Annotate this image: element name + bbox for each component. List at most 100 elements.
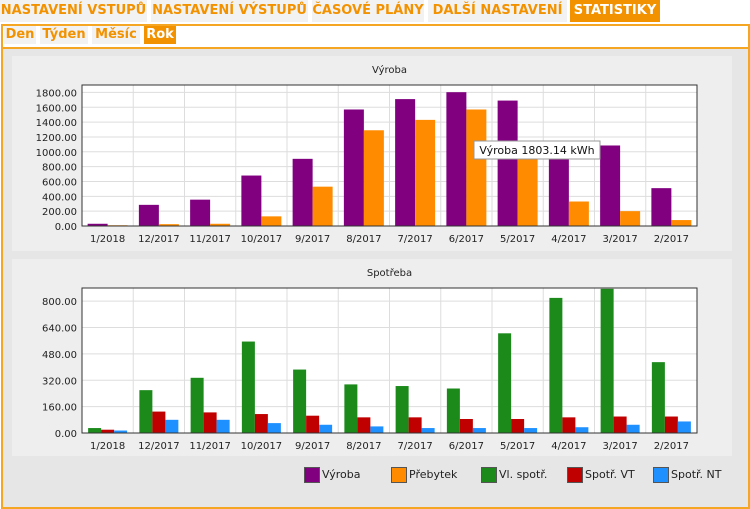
bar-spotř-vt-8-2017[interactable] [357, 417, 371, 433]
bar-vl-spotř--7-2017[interactable] [395, 386, 409, 433]
tab-nastaveni-vystupu[interactable]: NASTAVENÍ VÝSTUPŮ [151, 0, 308, 22]
bar-vl-spotř--12-2017[interactable] [139, 390, 153, 433]
bar-přebytek-10-2017[interactable] [261, 216, 282, 226]
x-tick-label: 4/2017 [551, 234, 586, 245]
tab-casove-plany[interactable]: ČASOVÉ PLÁNY [312, 0, 424, 22]
y-tick-label: 0.00 [55, 429, 77, 440]
bar-výroba-8-2017[interactable] [343, 109, 364, 226]
bar-výroba-7-2017[interactable] [395, 99, 416, 226]
bar-přebytek-2-2017[interactable] [671, 220, 692, 226]
bar-spotř-nt-5-2017[interactable] [524, 428, 538, 433]
bar-vl-spotř--9-2017[interactable] [293, 369, 307, 433]
bar-spotř-vt-12-2017[interactable] [152, 411, 166, 433]
bar-přebytek-9-2017[interactable] [312, 186, 333, 226]
bar-spotř-vt-1-2018[interactable] [101, 429, 115, 433]
bar-spotř-nt-3-2017[interactable] [626, 424, 640, 433]
tooltip-text: Výroba 1803.14 kWh [479, 144, 594, 157]
plot-border [81, 287, 698, 434]
legend-label: Vl. spotř. [499, 468, 548, 481]
bar-spotř-vt-7-2017[interactable] [408, 417, 422, 433]
y-tick-label: 160.00 [42, 403, 77, 414]
legend-swatch [567, 467, 583, 483]
bar-výroba-10-2017[interactable] [241, 175, 262, 226]
subtab-frame [1, 24, 750, 48]
bar-výroba-12-2017[interactable] [138, 204, 159, 226]
legend-label: Přebytek [409, 468, 458, 481]
bar-vl-spotř--3-2017[interactable] [600, 288, 614, 433]
bar-přebytek-7-2017[interactable] [415, 119, 436, 226]
x-tick-label: 4/2017 [551, 441, 586, 452]
bar-vl-spotř--6-2017[interactable] [446, 388, 460, 433]
bar-spotř-vt-6-2017[interactable] [459, 418, 473, 433]
bar-spotř-vt-2-2017[interactable] [664, 416, 678, 433]
bar-spotř-vt-11-2017[interactable] [203, 412, 217, 433]
x-tick-label: 5/2017 [500, 234, 535, 245]
bar-výroba-6-2017[interactable] [446, 92, 467, 226]
bar-vl-spotř--4-2017[interactable] [549, 297, 563, 433]
y-tick-label: 1400.00 [36, 118, 77, 129]
bar-výroba-3-2017[interactable] [600, 145, 621, 226]
y-tick-label: 1200.00 [36, 133, 77, 144]
y-tick-label: 600.00 [42, 177, 77, 188]
y-tick-label: 200.00 [42, 207, 77, 218]
bar-spotř-nt-12-2017[interactable] [165, 419, 179, 433]
bar-spotř-nt-7-2017[interactable] [421, 428, 435, 433]
bar-spotř-nt-9-2017[interactable] [319, 424, 333, 433]
bar-výroba-9-2017[interactable] [292, 158, 313, 226]
bar-spotř-nt-2-2017[interactable] [677, 421, 691, 433]
bar-přebytek-5-2017[interactable] [517, 155, 538, 227]
bar-výroba-5-2017[interactable] [497, 100, 518, 226]
bar-spotř-vt-5-2017[interactable] [511, 418, 525, 433]
legend-label: Spotř. VT [585, 468, 635, 481]
bar-vl-spotř--8-2017[interactable] [344, 384, 358, 433]
bar-spotř-nt-11-2017[interactable] [216, 419, 230, 433]
subtab-den[interactable]: Den [4, 26, 36, 44]
subtab-tyden[interactable]: Týden [40, 26, 88, 44]
y-tick-label: 1600.00 [36, 103, 77, 114]
bar-spotř-nt-6-2017[interactable] [472, 428, 486, 433]
legend-swatch [653, 467, 669, 483]
y-tick-label: 0.00 [55, 222, 77, 233]
y-tick-label: 800.00 [42, 163, 77, 174]
bar-spotř-vt-9-2017[interactable] [306, 415, 320, 433]
bar-přebytek-12-2017[interactable] [158, 224, 179, 226]
bar-vl-spotř--1-2018[interactable] [88, 428, 102, 433]
bar-přebytek-8-2017[interactable] [363, 130, 384, 226]
bar-spotř-vt-4-2017[interactable] [562, 417, 576, 433]
bar-vl-spotř--2-2017[interactable] [651, 362, 665, 433]
bar-spotř-nt-1-2018[interactable] [114, 430, 128, 433]
bar-přebytek-3-2017[interactable] [620, 211, 641, 226]
subtab-rok[interactable]: Rok [144, 26, 176, 44]
x-tick-label: 3/2017 [603, 441, 638, 452]
bar-výroba-1-2018[interactable] [87, 223, 108, 226]
spotreba-chart-panel: Spotřeba 0.00 160.00 320.00 480.00 640.00 800.… [12, 259, 732, 456]
tab-statistiky[interactable]: STATISTIKY [570, 0, 660, 22]
tab-dalsi-nastaveni[interactable]: DALŠÍ NASTAVENÍ [428, 0, 567, 22]
chart-legend: Výroba Přebytek Vl. spotř. Spotř. VT Spotř. … [0, 466, 750, 486]
bar-přebytek-6-2017[interactable] [466, 109, 487, 226]
bar-vl-spotř--10-2017[interactable] [241, 341, 255, 433]
x-tick-label: 7/2017 [398, 441, 433, 452]
bar-přebytek-4-2017[interactable] [568, 201, 589, 226]
legend-swatch [391, 467, 407, 483]
bar-spotř-nt-8-2017[interactable] [370, 426, 384, 433]
bar-spotř-vt-10-2017[interactable] [254, 414, 268, 433]
bar-přebytek-11-2017[interactable] [210, 223, 231, 226]
bar-spotř-vt-3-2017[interactable] [613, 416, 627, 433]
bar-spotř-nt-4-2017[interactable] [575, 427, 589, 433]
spotreba-chart: Spotřeba 0.00 160.00 320.00 480.00 640.00 800.… [42, 267, 698, 452]
x-tick-label: 8/2017 [346, 234, 381, 245]
bar-vl-spotř--11-2017[interactable] [190, 377, 204, 433]
legend-label: Spotř. NT [671, 468, 722, 481]
x-tick-label: 11/2017 [189, 234, 231, 245]
y-tick-label: 800.00 [42, 297, 77, 308]
subtab-mesic[interactable]: Měsíc [92, 26, 140, 44]
bar-výroba-11-2017[interactable] [190, 199, 211, 226]
x-tick-label: 3/2017 [603, 234, 638, 245]
bar-vl-spotř--5-2017[interactable] [498, 333, 512, 433]
tab-nastaveni-vstupu[interactable]: NASTAVENÍ VSTUPŮ [0, 0, 147, 22]
bar-výroba-4-2017[interactable] [548, 151, 569, 226]
bar-spotř-nt-10-2017[interactable] [267, 423, 281, 433]
x-tick-label: 2/2017 [654, 441, 689, 452]
bar-výroba-2-2017[interactable] [651, 188, 672, 226]
